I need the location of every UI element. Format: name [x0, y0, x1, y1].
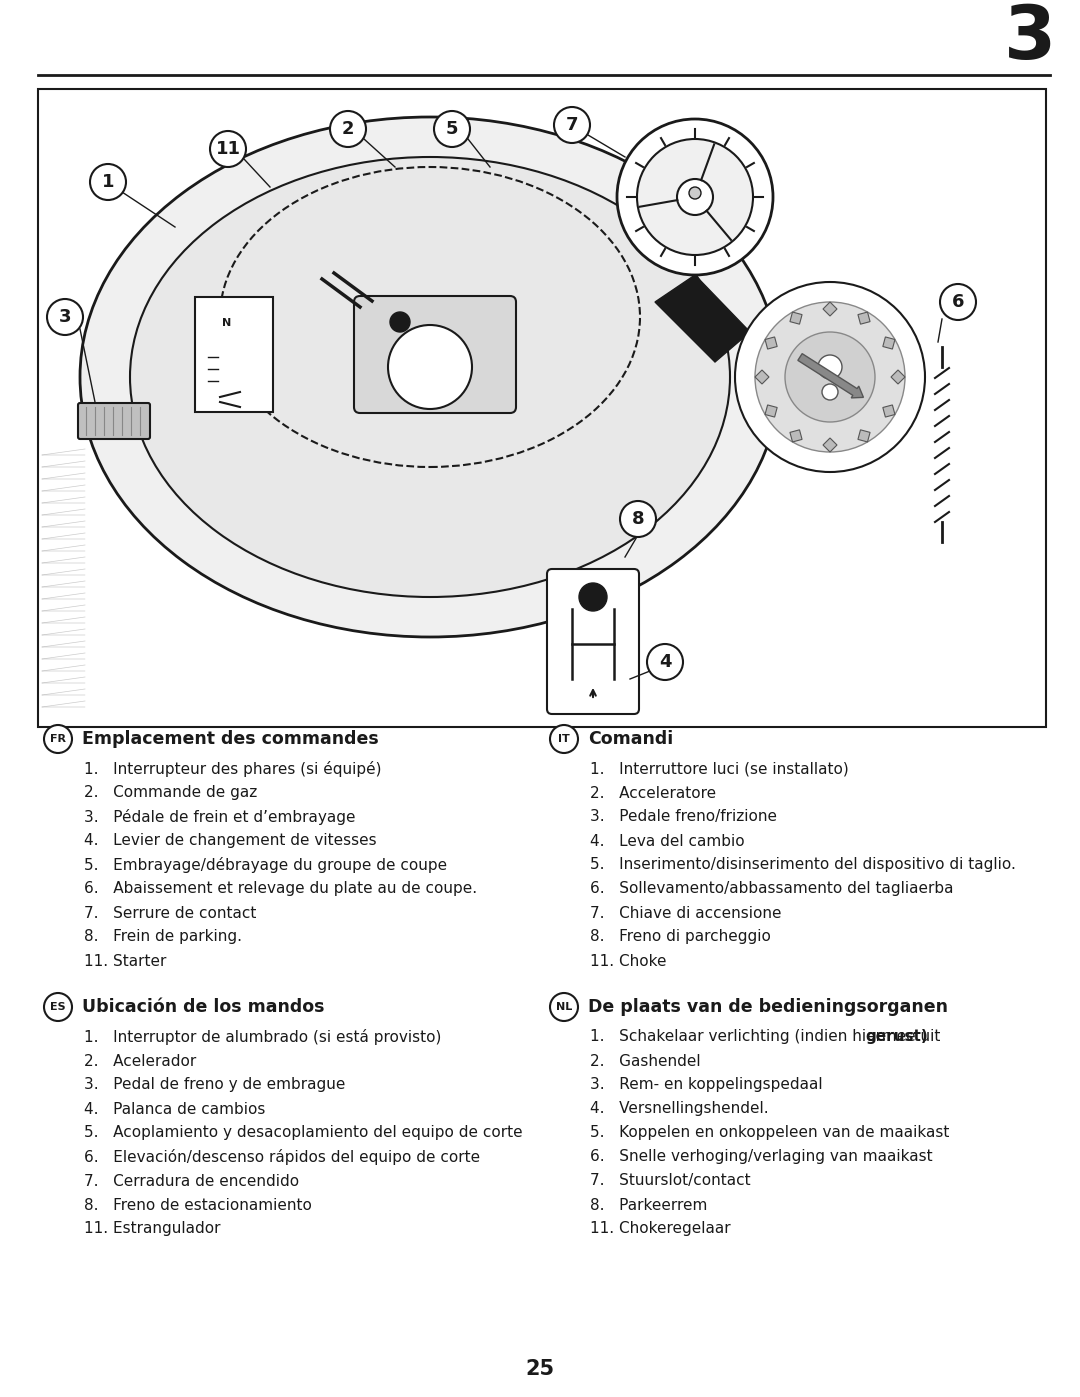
Text: 6: 6 [951, 293, 964, 312]
Text: 11. Starter: 11. Starter [84, 954, 166, 968]
Text: 6.   Snelle verhoging/verlaging van maaikast: 6. Snelle verhoging/verlaging van maaika… [590, 1150, 933, 1165]
Text: 8.   Parkeerrem: 8. Parkeerrem [590, 1197, 707, 1213]
Text: 3: 3 [58, 307, 71, 326]
Text: 5: 5 [446, 120, 458, 138]
Circle shape [48, 299, 83, 335]
Circle shape [554, 108, 590, 142]
Text: IT: IT [558, 733, 570, 745]
Text: 6.   Sollevamento/abbassamento del tagliaerba: 6. Sollevamento/abbassamento del tagliae… [590, 882, 954, 897]
FancyBboxPatch shape [354, 296, 516, 414]
Text: Comandi: Comandi [588, 731, 673, 747]
Circle shape [677, 179, 713, 215]
Text: 5.   Embrayage/débrayage du groupe de coupe: 5. Embrayage/débrayage du groupe de coup… [84, 856, 447, 873]
FancyBboxPatch shape [38, 89, 1047, 726]
Text: Ubicación de los mandos: Ubicación de los mandos [82, 997, 324, 1016]
Text: 4.   Versnellingshendel.: 4. Versnellingshendel. [590, 1101, 769, 1116]
Text: 3.   Rem- en koppelingspedaal: 3. Rem- en koppelingspedaal [590, 1077, 823, 1092]
Text: 25: 25 [526, 1359, 554, 1379]
Circle shape [388, 326, 472, 409]
Text: gerust): gerust) [865, 1030, 928, 1045]
Ellipse shape [80, 117, 780, 637]
Circle shape [44, 993, 72, 1021]
Text: 1: 1 [102, 173, 114, 191]
Text: 2.   Gashendel: 2. Gashendel [590, 1053, 701, 1069]
Text: 3.   Pédale de frein et d’embrayage: 3. Pédale de frein et d’embrayage [84, 809, 355, 826]
FancyBboxPatch shape [195, 298, 273, 412]
Text: 4.   Leva del cambio: 4. Leva del cambio [590, 834, 744, 848]
Circle shape [330, 110, 366, 147]
Text: ES: ES [50, 1002, 66, 1011]
Text: 4: 4 [659, 652, 672, 671]
Circle shape [620, 502, 656, 536]
Text: 8.   Freno di parcheggio: 8. Freno di parcheggio [590, 929, 771, 944]
Circle shape [755, 302, 905, 453]
Circle shape [647, 644, 683, 680]
Text: 1.   Interruttore luci (se installato): 1. Interruttore luci (se installato) [590, 761, 849, 777]
Text: 11: 11 [216, 140, 241, 158]
Text: 7.   Cerradura de encendido: 7. Cerradura de encendido [84, 1173, 299, 1189]
Text: 1.   Schakelaar verlichting (indien hiermee uit: 1. Schakelaar verlichting (indien hierme… [590, 1030, 941, 1045]
Circle shape [735, 282, 924, 472]
Circle shape [390, 312, 410, 332]
Circle shape [434, 110, 470, 147]
Circle shape [550, 725, 578, 753]
Circle shape [822, 384, 838, 400]
Circle shape [210, 131, 246, 168]
Circle shape [689, 187, 701, 198]
Text: 8.   Freno de estacionamiento: 8. Freno de estacionamiento [84, 1197, 312, 1213]
Text: 2.   Acceleratore: 2. Acceleratore [590, 785, 716, 800]
FancyBboxPatch shape [78, 402, 150, 439]
Text: 7.   Serrure de contact: 7. Serrure de contact [84, 905, 256, 921]
Text: 11. Choke: 11. Choke [590, 954, 666, 968]
Text: 6.   Abaissement et relevage du plate au de coupe.: 6. Abaissement et relevage du plate au d… [84, 882, 477, 897]
FancyBboxPatch shape [546, 569, 639, 714]
Text: 1.   Interruptor de alumbrado (si está provisto): 1. Interruptor de alumbrado (si está pro… [84, 1030, 442, 1045]
Text: N: N [222, 319, 231, 328]
Circle shape [818, 355, 842, 379]
Text: 7.   Stuurslot/contact: 7. Stuurslot/contact [590, 1173, 751, 1189]
Text: 8.   Frein de parking.: 8. Frein de parking. [84, 929, 242, 944]
Circle shape [579, 583, 607, 610]
Circle shape [617, 119, 773, 275]
Circle shape [90, 163, 126, 200]
Text: 4.   Levier de changement de vitesses: 4. Levier de changement de vitesses [84, 834, 377, 848]
Text: 5.   Acoplamiento y desacoplamiento del equipo de corte: 5. Acoplamiento y desacoplamiento del eq… [84, 1126, 523, 1140]
Polygon shape [654, 275, 750, 362]
Text: Emplacement des commandes: Emplacement des commandes [82, 731, 379, 747]
Circle shape [940, 284, 976, 320]
Text: 11. Chokeregelaar: 11. Chokeregelaar [590, 1221, 731, 1236]
Text: De plaats van de bedieningsorganen: De plaats van de bedieningsorganen [588, 997, 948, 1016]
Text: NL: NL [556, 1002, 572, 1011]
Text: FR: FR [50, 733, 66, 745]
Text: 3: 3 [1004, 3, 1056, 75]
Ellipse shape [130, 156, 730, 597]
Circle shape [637, 138, 753, 256]
Text: 5.   Inserimento/disinserimento del dispositivo di taglio.: 5. Inserimento/disinserimento del dispos… [590, 858, 1016, 873]
Text: 6.   Elevación/descenso rápidos del equipo de corte: 6. Elevación/descenso rápidos del equipo… [84, 1148, 481, 1165]
Text: 8: 8 [632, 510, 645, 528]
Circle shape [44, 725, 72, 753]
Text: 11. Estrangulador: 11. Estrangulador [84, 1221, 220, 1236]
Text: 3.   Pedale freno/frizione: 3. Pedale freno/frizione [590, 809, 777, 824]
Text: 2.   Commande de gaz: 2. Commande de gaz [84, 785, 257, 800]
Text: 2: 2 [341, 120, 354, 138]
Text: 2.   Acelerador: 2. Acelerador [84, 1053, 197, 1069]
Text: 3.   Pedal de freno y de embrague: 3. Pedal de freno y de embrague [84, 1077, 346, 1092]
Text: 7: 7 [566, 116, 578, 134]
Text: 5.   Koppelen en onkoppeleen van de maaikast: 5. Koppelen en onkoppeleen van de maaika… [590, 1126, 949, 1140]
FancyArrow shape [798, 353, 863, 398]
Circle shape [550, 993, 578, 1021]
Text: 4.   Palanca de cambios: 4. Palanca de cambios [84, 1101, 266, 1116]
Circle shape [785, 332, 875, 422]
Text: 7.   Chiave di accensione: 7. Chiave di accensione [590, 905, 782, 921]
Text: 1.   Interrupteur des phares (si équipé): 1. Interrupteur des phares (si équipé) [84, 761, 381, 777]
